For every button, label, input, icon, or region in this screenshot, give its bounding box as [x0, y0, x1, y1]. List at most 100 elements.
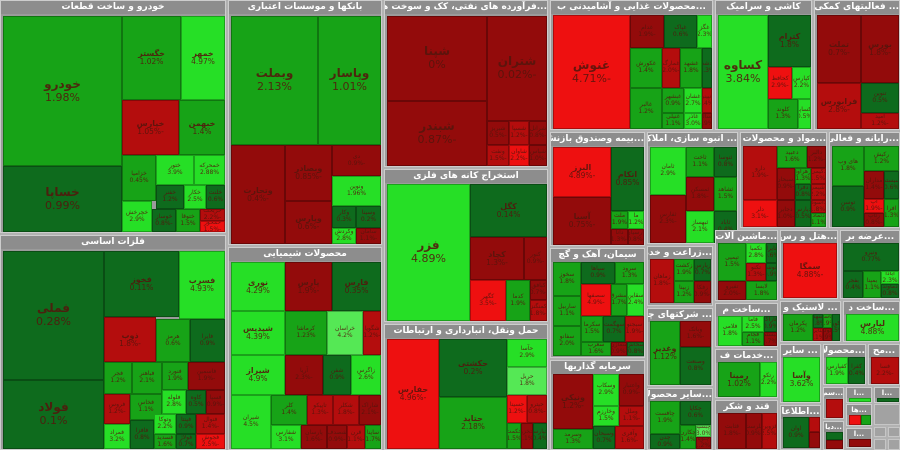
- sector-header-sakht-d[interactable]: ...ساخت د: [844, 302, 899, 315]
- stock-tile-مداران[interactable]: مداران -1.4%: [864, 171, 884, 199]
- stock-tile-سبجنو[interactable]: سبجنو -1.9%: [625, 316, 644, 342]
- stock-tile-فسپا[interactable]: فسپا -0.9%: [206, 390, 225, 414]
- stock-tile-فارس[interactable]: فارس 0.35%: [332, 262, 381, 311]
- stock-tile[interactable]: [849, 439, 871, 447]
- stock-tile-فزر[interactable]: فزر 4.89%: [387, 184, 470, 321]
- stock-tile-وپارس[interactable]: وپارس -0.6%: [285, 201, 332, 244]
- stock-tile-اوان[interactable]: اوان 0.9%: [783, 417, 809, 448]
- stock-tile-دزهراوی[interactable]: دزهراوی1.3%: [795, 168, 811, 184]
- stock-tile-فسا[interactable]: فسا -2.2%: [871, 357, 899, 384]
- stock-tile-فاسمین[interactable]: فاسمین -1.9%: [188, 362, 225, 390]
- stock-tile-حکشتی[interactable]: حکشتی 0.2%: [439, 339, 507, 397]
- stock-tile-دماوند[interactable]: دماوند 0.8%: [881, 284, 899, 298]
- stock-tile-لابسا[interactable]: لابسا 1.8%: [746, 281, 777, 300]
- stock-tile-نوری[interactable]: نوری 4.29%: [231, 262, 285, 311]
- stock-tile-وغدیر[interactable]: وغدیر 1.12%: [650, 321, 680, 385]
- stock-tile-حآسا[interactable]: حآسا 2.9%: [507, 339, 547, 367]
- stock-tile[interactable]: [809, 417, 820, 432]
- stock-tile-رتکو[interactable]: رتکو 2.2%: [760, 362, 777, 397]
- stock-tile-غمارگ[interactable]: غمارگ -2.0%: [662, 48, 680, 88]
- stock-tile-ثشاهد[interactable]: ثشاهد 1.5%: [714, 177, 737, 211]
- stock-tile-شفن[interactable]: شفن 0.9%: [323, 355, 351, 395]
- stock-tile-وبانک[interactable]: وبانک -1.6%: [680, 321, 711, 347]
- stock-tile[interactable]: [826, 440, 843, 449]
- stock-tile-وتجارت[interactable]: وتجارت -0.4%: [231, 145, 285, 244]
- stock-tile-ملت[interactable]: ملت 1.9%: [611, 211, 628, 229]
- stock-tile-قثابت[interactable]: قثابت -1.8%: [718, 413, 746, 449]
- sector-header-ettelaa[interactable]: ...اطلاعا: [781, 406, 820, 419]
- stock-tile-وگردش[interactable]: وگردش 2.8%: [332, 228, 356, 244]
- stock-tile-شگویا[interactable]: شگویا -1.2%: [363, 311, 381, 355]
- stock-tile-دلر[interactable]: دلر -3.1%: [743, 200, 777, 227]
- sector-header-arzeh[interactable]: ...عرضه بر: [841, 231, 899, 244]
- stock-tile-سفانو[interactable]: سفانو 2.0%: [553, 326, 581, 356]
- stock-tile-تکنو[interactable]: تکنو -1.3%: [746, 263, 766, 281]
- stock-tile-خگستر[interactable]: خگستر 1.02%: [122, 16, 181, 100]
- stock-tile-شسپا[interactable]: شسپا -1.2%: [509, 121, 529, 145]
- stock-tile-حسینا[interactable]: حسینا -1.2%: [507, 395, 527, 423]
- stock-tile-حکمت[interactable]: حکمت1.5%: [507, 423, 521, 449]
- stock-tile-سمازن[interactable]: سمازن-0.9%: [611, 342, 627, 356]
- stock-tile-قرن[interactable]: قرن -1.1%: [347, 425, 365, 449]
- sector-header-shimiayi[interactable]: محصولات شیمیایی: [229, 248, 381, 261]
- stock-tile-کفرا[interactable]: کفرا 0.4%: [848, 357, 865, 384]
- stock-tile-غگز[interactable]: غگز 2.3%: [697, 15, 712, 48]
- sector-header-khodro[interactable]: خودرو و ساخت قطعات: [1, 1, 225, 14]
- stock-tile-پکویر[interactable]: پکویر0.5%: [832, 314, 840, 341]
- stock-tile-دتماد[interactable]: دتماد 1.1%: [811, 213, 826, 227]
- stock-tile-فنورد[interactable]: فنورد 1.9%: [162, 362, 188, 390]
- stock-tile-پارسان[interactable]: پارسان -1.6%: [301, 425, 327, 449]
- stock-tile-بفجر[interactable]: بفجر 0.4%: [843, 271, 863, 298]
- stock-tile-کگل[interactable]: کگل 0.14%: [470, 184, 547, 237]
- stock-tile-سپاها[interactable]: سپاها 0.9%: [581, 262, 615, 284]
- stock-tile-دالبر[interactable]: دالبر -1.2%: [807, 146, 826, 168]
- stock-tile-فاما[interactable]: فاما 2.5%: [742, 316, 764, 332]
- stock-tile-سمگا[interactable]: سمگا -4.88%: [783, 243, 837, 298]
- stock-tile-سخوز[interactable]: سخوز 1.8%: [553, 262, 581, 296]
- stock-tile-ثاخت[interactable]: ثاخت 1.1%: [686, 147, 714, 177]
- stock-tile-ختور[interactable]: ختور 3.9%: [156, 155, 194, 185]
- stock-tile-فجوش[interactable]: فجوش -2.5%: [196, 434, 225, 449]
- stock-tile[interactable]: [826, 399, 843, 418]
- stock-tile-سغرب[interactable]: سغرب 1.6%: [581, 342, 611, 356]
- stock-tile-خراسان[interactable]: خراسان 4.2%: [327, 311, 363, 355]
- stock-tile-دی[interactable]: دی -0.9%: [332, 145, 381, 176]
- stock-tile-رمپنا[interactable]: رمپنا 1.02%: [718, 362, 760, 397]
- stock-tile-فسدید[interactable]: فسدید 1.6%: [154, 434, 176, 449]
- stock-tile-کحافظ[interactable]: کحافظ -2.9%: [768, 67, 792, 99]
- stock-tile-غدشت[interactable]: غدشت0.3%: [702, 48, 712, 88]
- stock-tile-وملل[interactable]: وملل -1.1%: [619, 406, 644, 426]
- stock-tile-خمهر[interactable]: خمهر 4.97%: [181, 16, 225, 100]
- stock-tile-فجر[interactable]: فجر 1.2%: [104, 362, 132, 394]
- stock-tile-شپدیس[interactable]: شپدیس 4.39%: [231, 311, 285, 355]
- sector-header-daroo[interactable]: ...مواد و محصولات دا: [741, 133, 826, 146]
- sector-header-estekhraj[interactable]: استخراج کانه های فلزی: [385, 170, 547, 183]
- stock-tile-زبینا[interactable]: زبینا 1.2%: [674, 281, 694, 303]
- stock-tile-غپاک[interactable]: غپاک 0.6%: [664, 15, 697, 48]
- stock-tile-قزوین[interactable]: قزوین-2.5%: [762, 413, 777, 449]
- stock-tile-ذوب[interactable]: ذوب -1.8%: [104, 317, 156, 362]
- stock-tile-دفرا[interactable]: دفرا 0.8%: [795, 184, 811, 200]
- stock-tile-اتکام[interactable]: اتکام 0.85%: [611, 147, 644, 211]
- stock-tile-فولاژ[interactable]: فولاژ 0.7%: [176, 434, 196, 449]
- stock-tile-ثنوسا[interactable]: ثنوسا 0.8%: [714, 147, 737, 177]
- stock-tile-افرا[interactable]: افرا 1.3%: [884, 199, 899, 227]
- stock-tile-سقاین[interactable]: سقاین 2.4%: [627, 284, 644, 316]
- stock-tile-شپاس[interactable]: شپاس -1.0%: [529, 145, 547, 166]
- stock-tile-ثامان[interactable]: ثامان 2.9%: [650, 147, 686, 195]
- stock-tile-دکیمی[interactable]: دکیمی-1.5%: [811, 168, 826, 184]
- sector-header-sherkat[interactable]: ... شرکتهای چند: [648, 309, 712, 322]
- stock-tile-ساربیل[interactable]: ساربیل 1.1%: [553, 296, 581, 326]
- stock-tile-ونیرو[interactable]: ونیرو 0.77%: [843, 243, 899, 271]
- stock-tile-تفیرو[interactable]: تفیرو -2.0%: [718, 281, 746, 300]
- stock-tile-سرود[interactable]: سرود 1.3%: [615, 262, 644, 284]
- stock-tile-وسبحان[interactable]: وسبحان 0.7%: [593, 426, 615, 449]
- stock-tile-خساپا[interactable]: خساپا 0.99%: [3, 166, 122, 232]
- stock-tile-خمحور[interactable]: خمحور -1.5%: [200, 221, 225, 232]
- stock-tile-غنوش[interactable]: غنوش -4.71%: [553, 15, 630, 129]
- stock-tile-ثبهساز[interactable]: ثبهساز 2.1%: [686, 211, 714, 243]
- stock-tile-پسهند[interactable]: پسهند0.8%: [813, 314, 823, 328]
- stock-tile-ثمسکن[interactable]: ثمسکن -1.8%: [686, 177, 714, 211]
- stock-tile-رکیش[interactable]: رکیش 1.2%: [864, 146, 899, 171]
- stock-tile-خزامیا[interactable]: خزامیا 0.45%: [122, 155, 156, 201]
